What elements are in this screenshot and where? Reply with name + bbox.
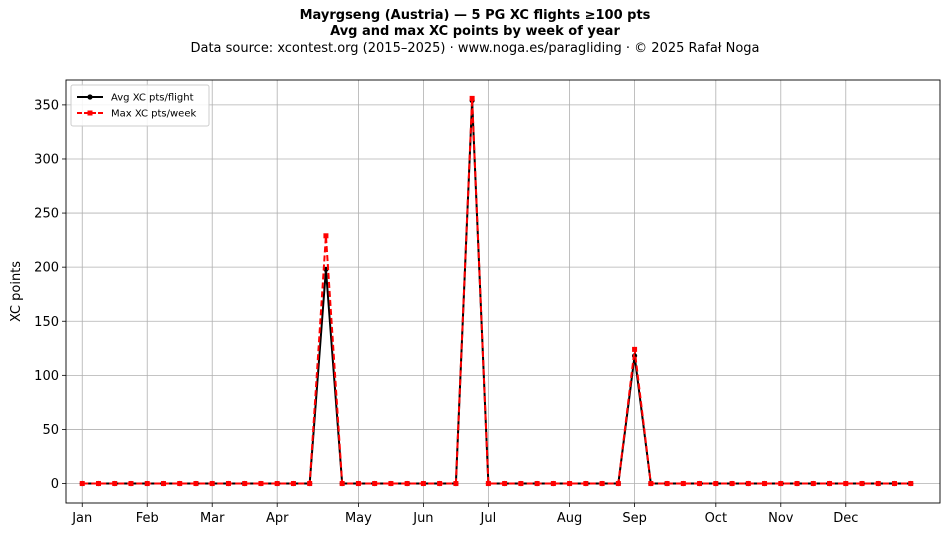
data-point xyxy=(567,481,573,487)
data-point xyxy=(144,481,150,487)
data-point xyxy=(95,481,101,487)
x-tick-label: Oct xyxy=(705,511,727,526)
data-point xyxy=(355,481,361,487)
legend-marker xyxy=(87,94,93,100)
y-tick-label: 100 xyxy=(34,369,59,384)
legend-marker xyxy=(87,110,93,116)
y-axis: 0 50 100 150 200 250 300 350 xyxy=(34,98,66,492)
data-point xyxy=(550,481,556,487)
legend-item: Avg XC pts/flight xyxy=(77,93,194,104)
data-point xyxy=(875,481,881,487)
data-point xyxy=(420,481,426,487)
data-point xyxy=(404,481,410,487)
data-point xyxy=(193,481,199,487)
series-line xyxy=(82,99,911,485)
data-point xyxy=(713,481,719,487)
data-point xyxy=(372,481,378,487)
data-point xyxy=(437,481,443,487)
data-point xyxy=(794,481,800,487)
x-tick-label: Jan xyxy=(71,511,92,526)
data-point xyxy=(632,346,638,352)
series-line xyxy=(82,97,911,485)
data-point xyxy=(290,481,296,487)
data-point xyxy=(242,481,248,487)
data-point xyxy=(518,481,524,487)
data-point xyxy=(810,481,816,487)
data-point xyxy=(209,481,215,487)
series-avg xyxy=(79,97,914,487)
series-max xyxy=(79,95,914,487)
x-tick-label: Apr xyxy=(266,511,289,526)
data-point xyxy=(599,481,605,487)
chart-title: Mayrgseng (Austria) — 5 PG XC flights ≥1… xyxy=(299,8,651,23)
data-point xyxy=(843,481,849,487)
data-point xyxy=(388,481,394,487)
x-tick-label: Nov xyxy=(768,511,794,526)
data-point xyxy=(534,481,540,487)
data-point xyxy=(892,481,898,487)
data-point xyxy=(648,481,654,487)
x-tick-label: May xyxy=(345,511,372,526)
chart-header: Mayrgseng (Austria) — 5 PG XC flights ≥1… xyxy=(0,8,950,57)
data-point xyxy=(729,481,735,487)
data-point xyxy=(453,481,459,487)
y-tick-label: 150 xyxy=(34,315,59,330)
x-tick-label: Aug xyxy=(557,511,582,526)
y-tick-label: 50 xyxy=(42,423,59,438)
data-point xyxy=(160,481,166,487)
data-point xyxy=(339,481,345,487)
data-point xyxy=(128,481,134,487)
y-axis-label: XC points xyxy=(9,261,24,322)
x-tick-label: Sep xyxy=(622,511,647,526)
y-tick-label: 300 xyxy=(34,152,59,167)
x-tick-label: Dec xyxy=(833,511,858,526)
legend-label: Avg XC pts/flight xyxy=(111,93,194,104)
data-point xyxy=(908,481,914,487)
x-tick-label: Mar xyxy=(200,511,225,526)
x-tick-label: Jul xyxy=(480,511,497,526)
x-axis: Jan Feb Mar Apr May Jun Jul Aug Sep Oct Nov Dec xyxy=(71,503,858,526)
data-point xyxy=(827,481,833,487)
data-point xyxy=(697,481,703,487)
plot-frame xyxy=(65,79,941,504)
data-point xyxy=(502,481,508,487)
data-point xyxy=(680,481,686,487)
data-point xyxy=(485,481,491,487)
data-point xyxy=(778,481,784,487)
data-point xyxy=(859,481,865,487)
legend: Avg XC pts/flight Max XC pts/week xyxy=(70,84,210,127)
data-point xyxy=(762,481,768,487)
legend-box xyxy=(70,84,210,127)
data-point xyxy=(274,481,280,487)
data-point xyxy=(745,481,751,487)
data-point xyxy=(583,481,589,487)
chart-subtitle: Avg and max XC points by week of year xyxy=(330,24,620,39)
data-point xyxy=(323,233,329,239)
data-point xyxy=(307,481,313,487)
y-tick-label: 350 xyxy=(34,98,59,113)
x-tick-label: Jun xyxy=(412,511,433,526)
y-tick-label: 250 xyxy=(34,207,59,222)
data-point xyxy=(112,481,118,487)
legend-label: Max XC pts/week xyxy=(111,109,196,120)
x-tick-label: Feb xyxy=(136,511,159,526)
data-point xyxy=(664,481,670,487)
y-tick-label: 0 xyxy=(51,477,59,492)
series-group xyxy=(79,95,914,487)
y-tick-label: 200 xyxy=(34,261,59,276)
data-point xyxy=(79,481,85,487)
chart-source: Data source: xcontest.org (2015–2025) · … xyxy=(190,41,760,56)
data-point xyxy=(469,95,475,101)
grid-lines xyxy=(66,80,940,503)
data-point xyxy=(258,481,264,487)
legend-item: Max XC pts/week xyxy=(77,109,196,120)
data-point xyxy=(177,481,183,487)
data-point xyxy=(225,481,231,487)
data-point xyxy=(615,481,621,487)
